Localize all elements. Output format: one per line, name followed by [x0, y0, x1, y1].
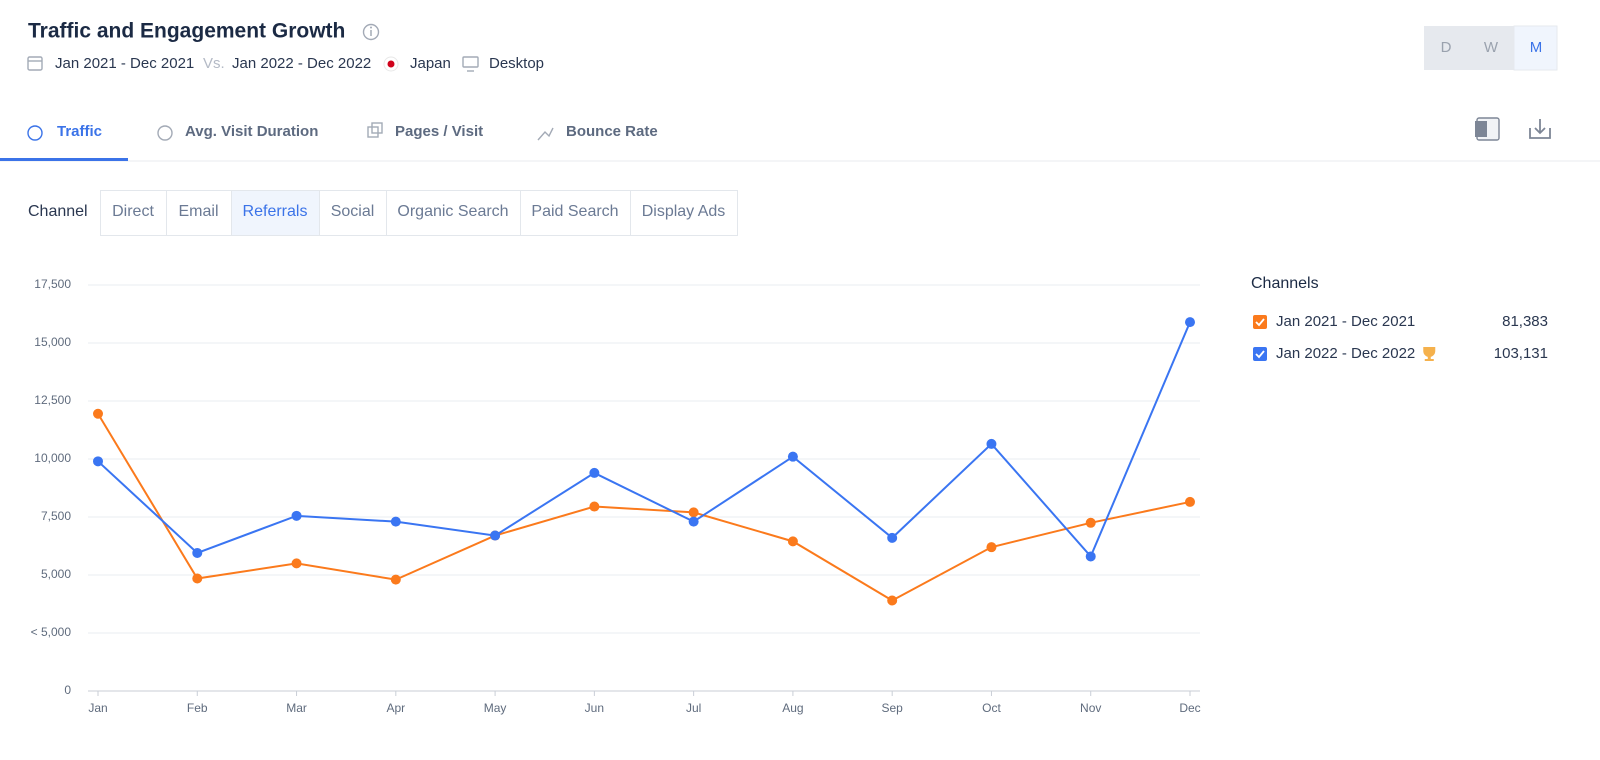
x-tick-label: Oct [982, 701, 1001, 715]
download-arrow-head [1534, 127, 1546, 135]
download-icon[interactable] [1529, 128, 1551, 139]
channel-option[interactable]: Display Ads [642, 203, 726, 220]
vs-label: Vs. [203, 55, 225, 72]
channel-option[interactable]: Paid Search [531, 203, 618, 220]
x-tick-label: Mar [286, 701, 307, 715]
channel-option[interactable]: Direct [112, 203, 154, 220]
channel-buttons: Direct Email Referrals Social Organic Search… [100, 190, 738, 236]
tab-underline [0, 158, 128, 161]
data-point[interactable] [887, 595, 898, 606]
channel-box [100, 190, 738, 236]
x-tick-label: May [484, 701, 507, 715]
calendar-icon [27, 56, 43, 71]
data-point[interactable] [390, 516, 401, 527]
info-icon-dot [370, 26, 372, 29]
x-tick-label: Jul [686, 701, 701, 715]
data-point[interactable] [589, 501, 600, 512]
bounce-icon [537, 127, 554, 141]
data-point[interactable] [986, 438, 997, 449]
data-point[interactable] [688, 516, 699, 527]
excel-icon-x [1475, 121, 1487, 137]
channel-option[interactable]: Social [331, 203, 375, 220]
data-point[interactable] [93, 456, 103, 467]
period-a: Jan 2021 - Dec 2021 [55, 55, 194, 72]
granularity-bg [1424, 26, 1514, 70]
data-point[interactable] [1085, 551, 1096, 562]
duration-icon [157, 125, 173, 141]
tab[interactable]: Bounce Rate [566, 123, 658, 140]
period-b: Jan 2022 - Dec 2022 [232, 55, 371, 72]
country: Japan [410, 55, 451, 72]
data-point[interactable] [688, 507, 699, 518]
x-tick-label: Aug [782, 701, 803, 715]
data-point[interactable] [1185, 317, 1195, 328]
data-point[interactable] [93, 408, 103, 419]
tab[interactable]: Pages / Visit [395, 123, 483, 140]
granularity-selected [1513, 25, 1558, 71]
legend-check [1255, 318, 1265, 327]
x-tick-label: Nov [1080, 701, 1101, 715]
legend-check [1255, 350, 1265, 359]
info-icon[interactable] [362, 23, 380, 41]
legend-label: Jan 2021 - Dec 2021 [1276, 313, 1415, 330]
x-tick-label: Apr [386, 701, 405, 715]
x-tick-label: Jan [88, 701, 107, 715]
y-tick-label: 10,000 [34, 451, 71, 465]
legend-total: 103,131 [1494, 345, 1548, 362]
page-title: Traffic and Engagement Growth [28, 20, 345, 43]
tab[interactable]: Traffic [57, 123, 102, 140]
legend: Jan 2021 - Dec 2021 81,383 Jan 2022 - Dec … [1253, 313, 1548, 362]
flag-dot [387, 60, 395, 68]
legend-checkbox[interactable] [1253, 347, 1267, 361]
channel-label: Channel [28, 203, 88, 220]
data-point[interactable] [986, 542, 997, 553]
data-point[interactable] [291, 510, 302, 521]
channel-option[interactable]: Organic Search [397, 203, 508, 220]
data-point[interactable] [390, 574, 401, 585]
data-point[interactable] [192, 573, 203, 584]
data-point[interactable] [787, 536, 798, 547]
data-point[interactable] [192, 547, 203, 558]
x-tick-label: Jun [585, 701, 604, 715]
data-point[interactable] [589, 467, 600, 478]
channel-selected [231, 190, 320, 236]
channel-option[interactable]: Email [178, 203, 218, 220]
x-tick-label: Feb [187, 701, 208, 715]
chart: 0 < 5,000 5,000 7,500 10,000 12,500 15,000 17,5… [31, 277, 1201, 715]
trophy-icon [1423, 347, 1436, 361]
pages-icon-back [371, 122, 383, 134]
pages-icon [367, 126, 379, 138]
legend-total: 81,383 [1502, 313, 1548, 330]
y-tick-label: 5,000 [41, 567, 71, 581]
legend-title: Channels [1251, 275, 1319, 292]
data-point[interactable] [1085, 517, 1096, 528]
series-line [97, 321, 1191, 559]
device: Desktop [489, 55, 544, 72]
y-tick-label: < 5,000 [31, 625, 72, 639]
data-point[interactable] [291, 558, 302, 569]
data-point[interactable] [1185, 496, 1195, 507]
x-tick-label: Dec [1179, 701, 1200, 715]
legend-label: Jan 2022 - Dec 2022 [1276, 345, 1415, 362]
y-tick-label: 15,000 [34, 335, 71, 349]
granularity-option[interactable]: W [1484, 39, 1499, 56]
data-point[interactable] [887, 532, 898, 543]
legend-checkbox[interactable] [1253, 315, 1267, 329]
data-point[interactable] [787, 451, 798, 462]
y-tick-label: 7,500 [41, 509, 71, 523]
granularity-option[interactable]: M [1530, 39, 1543, 56]
y-tick-label: 12,500 [34, 393, 71, 407]
channel-option[interactable]: Referrals [243, 203, 308, 220]
y-tick-label: 17,500 [34, 277, 71, 291]
x-tick-label: Sep [882, 701, 904, 715]
traffic-icon [27, 125, 43, 141]
desktop-icon [462, 56, 479, 68]
y-tick-label: 0 [64, 683, 71, 697]
granularity-option[interactable]: D [1441, 39, 1452, 56]
tab[interactable]: Avg. Visit Duration [185, 123, 318, 140]
series-line [97, 413, 1191, 602]
data-point[interactable] [490, 530, 501, 541]
